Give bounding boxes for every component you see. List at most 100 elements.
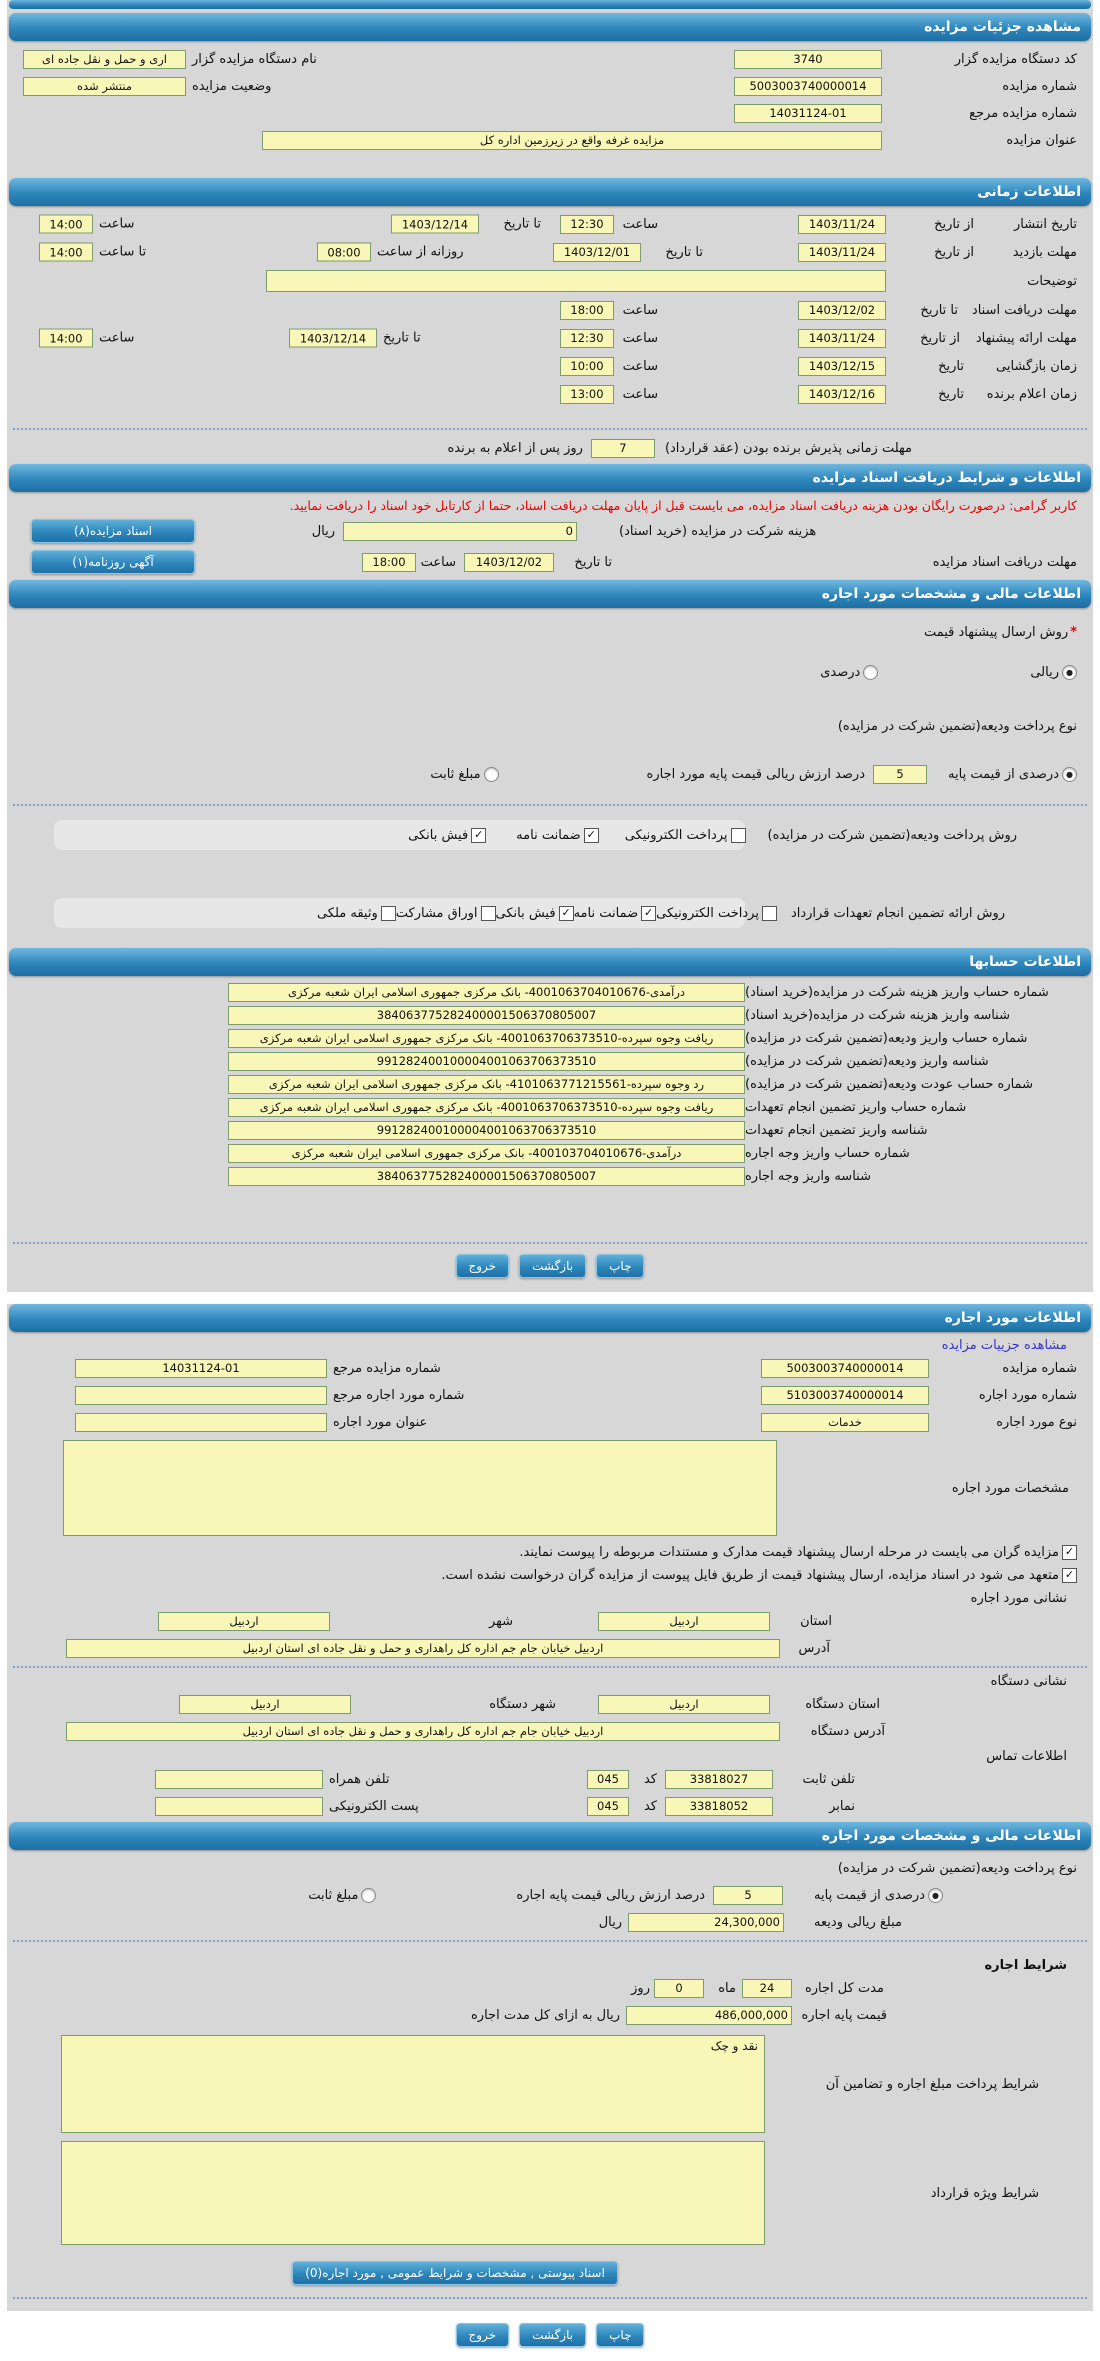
no-file-offer-checkbox[interactable]: ✓ bbox=[1062, 1567, 1077, 1583]
device-address-input[interactable] bbox=[66, 1721, 780, 1741]
fax-area-code-input[interactable] bbox=[587, 1796, 629, 1816]
guarantee-letter-checkbox[interactable]: ✓ bbox=[641, 905, 657, 921]
rent-item-number-label: شماره مورد اجاره bbox=[978, 1387, 1077, 1403]
auction-org-name-input[interactable] bbox=[23, 49, 186, 69]
accept-days-input[interactable] bbox=[590, 438, 655, 458]
fixed-amount-radio[interactable] bbox=[361, 1887, 377, 1903]
phone-input[interactable] bbox=[665, 1769, 773, 1789]
newspaper-ad-button[interactable]: آگهی روزنامه(۱) bbox=[31, 550, 195, 574]
docs-deadline-time-input[interactable] bbox=[560, 300, 614, 320]
time-row-publish: تاریخ انتشار از تاریخ ساعت تا تاریخ ساعت bbox=[23, 212, 1077, 236]
rent-item-ref-number-input[interactable] bbox=[75, 1385, 327, 1405]
docs-receive-date-input[interactable] bbox=[464, 552, 554, 572]
device-city-input[interactable] bbox=[179, 1694, 351, 1714]
offer-from-date-input[interactable] bbox=[798, 328, 886, 348]
attached-docs-button[interactable]: اسناد پیوستی , مشخصات و شرایط عمومی , مو… bbox=[292, 2261, 618, 2285]
description-input[interactable] bbox=[266, 270, 886, 292]
auction-ref-number-input[interactable] bbox=[75, 1358, 327, 1378]
auction-number-input[interactable] bbox=[761, 1358, 929, 1378]
print-button[interactable]: چاپ bbox=[596, 1254, 645, 1278]
guarantee-letter-label: ضمانت نامه bbox=[573, 905, 639, 921]
device-province-input[interactable] bbox=[598, 1694, 770, 1714]
back-button[interactable]: بازگشت bbox=[519, 2323, 587, 2347]
address-input[interactable] bbox=[66, 1638, 780, 1658]
special-conditions-textarea[interactable] bbox=[61, 2141, 765, 2245]
winner-date-input[interactable] bbox=[798, 384, 886, 404]
deposit-percent-input[interactable] bbox=[713, 1885, 783, 1905]
auction-org-code-input[interactable] bbox=[734, 49, 882, 69]
bank-receipt-checkbox[interactable]: ✓ bbox=[471, 827, 487, 843]
publish-to-date-input[interactable] bbox=[391, 214, 479, 234]
auction-docs-button[interactable]: اسناد مزایده(۸) bbox=[31, 519, 195, 543]
opening-date-input[interactable] bbox=[798, 356, 886, 376]
visit-to-date-input[interactable] bbox=[553, 242, 641, 262]
obligation-account-input[interactable] bbox=[228, 1097, 745, 1117]
section-header-rent-item: اطلاعات مورد اجاره bbox=[9, 1304, 1091, 1332]
row-number-status: شماره مزایده وضعیت مزایده bbox=[23, 74, 1077, 98]
offer-to-date-input[interactable] bbox=[289, 328, 377, 348]
obligation-id-input[interactable] bbox=[228, 1120, 745, 1140]
rent-deposit-id-input[interactable] bbox=[228, 1166, 745, 1186]
fee-account-input[interactable] bbox=[228, 982, 745, 1002]
guarantee-letter-checkbox[interactable]: ✓ bbox=[583, 827, 599, 843]
auction-ref-number-input[interactable] bbox=[734, 103, 882, 123]
percent-of-base-radio[interactable]: ● bbox=[928, 1887, 943, 1903]
rent-item-type-input[interactable] bbox=[761, 1412, 929, 1432]
rial-radio[interactable]: ● bbox=[1062, 664, 1077, 680]
fee-deposit-id-input[interactable] bbox=[228, 1005, 745, 1025]
phone-area-code-input[interactable] bbox=[587, 1769, 629, 1789]
view-auction-details-link[interactable]: مشاهده جزییات مزایده bbox=[941, 1338, 1067, 1353]
percent-radio[interactable] bbox=[863, 664, 879, 680]
visit-from-date-input[interactable] bbox=[798, 242, 886, 262]
province-input[interactable] bbox=[598, 1611, 770, 1631]
exit-button[interactable]: خروج bbox=[455, 2323, 510, 2347]
deposit-payment-methods-label: روش پرداخت ودیعه(تضمین شرکت در مزایده) bbox=[767, 827, 1017, 843]
publish-from-date-input[interactable] bbox=[798, 214, 886, 234]
base-price-input[interactable] bbox=[626, 2005, 792, 2025]
auction-number-input[interactable] bbox=[734, 76, 882, 96]
deposit-percent-input[interactable] bbox=[873, 764, 927, 784]
rent-duration-label: مدت کل اجاره bbox=[804, 1980, 884, 1996]
fax-input[interactable] bbox=[665, 1796, 773, 1816]
rent-months-input[interactable] bbox=[742, 1978, 792, 1998]
attach-docs-checkbox[interactable]: ✓ bbox=[1062, 1544, 1077, 1560]
offer-to-time-input[interactable] bbox=[39, 328, 93, 348]
deposit-account-input[interactable] bbox=[228, 1028, 745, 1048]
rent-item-title-input[interactable] bbox=[75, 1412, 327, 1432]
participation-bonds-checkbox[interactable] bbox=[480, 905, 496, 921]
opening-time-input[interactable] bbox=[560, 356, 614, 376]
electronic-payment-checkbox[interactable] bbox=[761, 905, 777, 921]
auction-status-input[interactable] bbox=[23, 76, 186, 96]
property-collateral-checkbox[interactable] bbox=[380, 905, 396, 921]
deposit-id-input[interactable] bbox=[228, 1051, 745, 1071]
back-button[interactable]: بازگشت bbox=[519, 1254, 587, 1278]
rent-item-number-input[interactable] bbox=[761, 1385, 929, 1405]
deposit-amount-input[interactable] bbox=[628, 1912, 784, 1932]
bank-receipt-checkbox[interactable]: ✓ bbox=[558, 905, 574, 921]
publish-from-time-input[interactable] bbox=[560, 214, 614, 234]
print-button[interactable]: چاپ bbox=[596, 2323, 645, 2347]
percent-of-base-radio[interactable]: ● bbox=[1062, 766, 1077, 782]
exit-button[interactable]: خروج bbox=[455, 1254, 510, 1278]
rent-account-input[interactable] bbox=[228, 1143, 745, 1163]
docs-deadline-date-input[interactable] bbox=[798, 300, 886, 320]
fixed-amount-radio[interactable] bbox=[483, 766, 499, 782]
email-input[interactable] bbox=[155, 1796, 323, 1816]
offer-from-time-input[interactable] bbox=[560, 328, 614, 348]
deposit-return-account-input[interactable] bbox=[228, 1074, 745, 1094]
rent-item-spec-textarea[interactable] bbox=[63, 1440, 777, 1536]
docs-receive-time-input[interactable] bbox=[362, 552, 416, 572]
rent-days-input[interactable] bbox=[654, 1978, 704, 1998]
electronic-payment-checkbox[interactable] bbox=[730, 827, 746, 843]
payment-conditions-textarea[interactable]: نقد و چک bbox=[61, 2035, 765, 2133]
visit-to-time-input[interactable] bbox=[39, 242, 93, 262]
visit-daily-from-time-input[interactable] bbox=[317, 242, 371, 262]
mobile-input[interactable] bbox=[155, 1769, 323, 1789]
rent-item-panel: اطلاعات مورد اجاره مشاهده جزییات مزایده … bbox=[7, 1304, 1093, 2311]
participation-fee-input[interactable] bbox=[343, 521, 577, 541]
winner-time-input[interactable] bbox=[560, 384, 614, 404]
city-input[interactable] bbox=[158, 1611, 330, 1631]
publish-to-time-input[interactable] bbox=[39, 214, 93, 234]
auction-title-input[interactable] bbox=[262, 130, 882, 150]
time-row-opening: زمان بازگشایی تاریخ ساعت bbox=[23, 354, 1077, 378]
